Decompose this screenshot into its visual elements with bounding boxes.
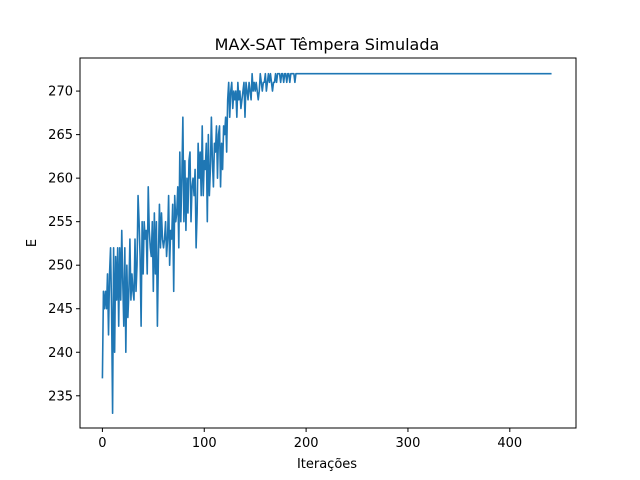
x-tick-label: 200 xyxy=(294,436,319,451)
x-tick-label: 400 xyxy=(497,436,522,451)
y-tick-label: 260 xyxy=(48,172,73,187)
y-tick-label: 240 xyxy=(48,346,73,361)
y-tick-label: 235 xyxy=(48,389,73,404)
x-tick-label: 100 xyxy=(192,436,217,451)
y-axis-label: E xyxy=(25,239,40,247)
y-tick-label: 255 xyxy=(48,215,73,230)
x-tick-label: 0 xyxy=(98,436,106,451)
y-tick-label: 245 xyxy=(48,302,73,317)
plot-frame xyxy=(79,57,577,429)
series-line xyxy=(101,72,552,415)
chart-title: MAX-SAT Têmpera Simulada xyxy=(215,35,440,54)
y-tick-label: 265 xyxy=(48,128,73,143)
x-axis-label: Iterações xyxy=(297,457,357,472)
y-tick-label: 250 xyxy=(48,259,73,274)
x-tick-label: 300 xyxy=(396,436,421,451)
y-axis-ticks: 235 240 245 250 255 260 265 270 xyxy=(48,85,80,404)
x-axis-ticks: 0 100 200 300 400 xyxy=(98,428,522,451)
plot-area: 0 100 200 300 400 235 240 245 250 255 260 265 270 xyxy=(48,57,577,451)
y-tick-label: 270 xyxy=(48,85,73,100)
